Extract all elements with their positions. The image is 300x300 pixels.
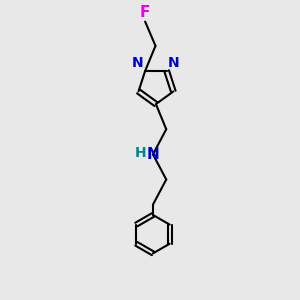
- Text: N: N: [147, 147, 159, 162]
- Text: N: N: [132, 56, 144, 70]
- Text: F: F: [140, 5, 150, 20]
- Text: H: H: [135, 146, 146, 160]
- Text: N: N: [168, 56, 180, 70]
